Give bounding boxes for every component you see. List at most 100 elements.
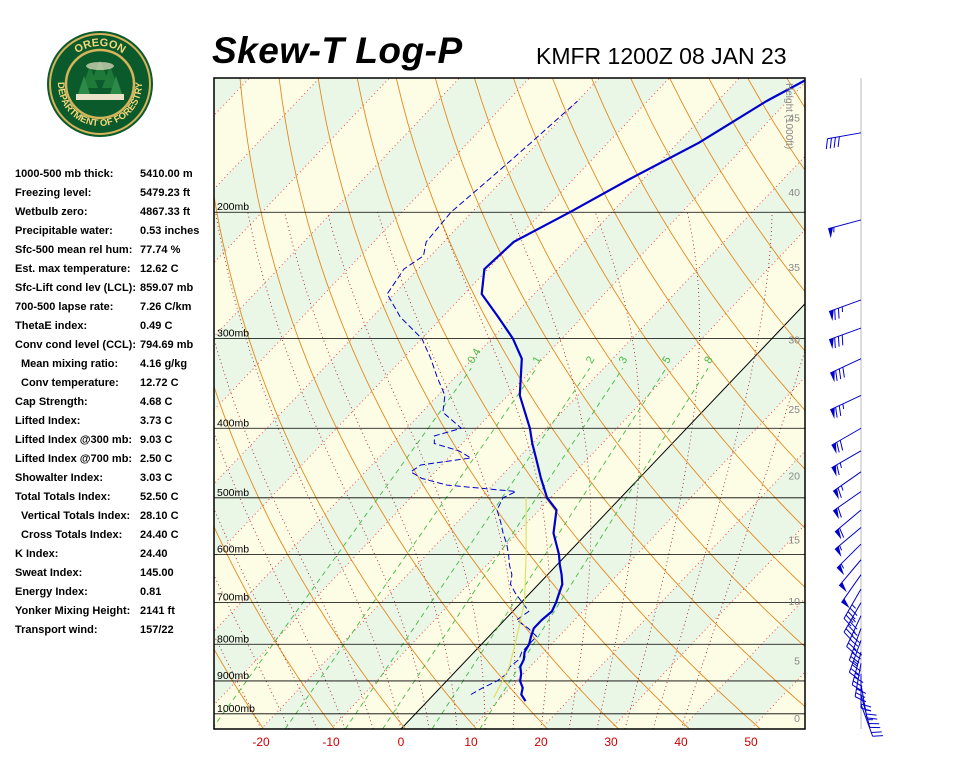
wind-barb-half-flag (853, 631, 858, 636)
wind-barb-flag (854, 676, 864, 683)
wind-barb (846, 615, 862, 654)
height-label: 35 (788, 262, 800, 274)
wind-barb (828, 327, 862, 350)
wind-barb-pennant (833, 488, 839, 500)
pressure-label: 200mb (217, 201, 249, 213)
stat-label: Precipitable water: (15, 225, 113, 237)
stat-label: 1000-500 mb thick: (15, 168, 114, 180)
stat-value: 2.50 C (140, 453, 173, 465)
stat-value: 4.16 g/kg (140, 358, 188, 370)
dry-adiabat-line (826, 78, 960, 729)
wind-barb-flag (860, 707, 872, 712)
dry-adiabat-line (214, 385, 406, 729)
stat-value: 4.68 C (140, 396, 173, 408)
isotherm-line (260, 155, 805, 729)
wind-barb-flag (856, 688, 867, 694)
wind-barb-flag (837, 487, 842, 498)
wind-barb-flag (836, 442, 840, 453)
wind-barb-flag (849, 621, 858, 630)
temperature-tick-label: -20 (252, 735, 270, 749)
wind-barb-half-flag (855, 672, 861, 677)
temperature-band (0, 78, 109, 729)
pressure-label: 500mb (217, 487, 249, 499)
dry-adiabat-line (473, 78, 805, 588)
wind-barb-flag (838, 368, 842, 380)
isotherm-line (214, 78, 670, 559)
stat-value: 0.53 inches (140, 225, 200, 237)
isotherm-line (0, 78, 39, 729)
wind-barb-pennant (829, 337, 834, 350)
stat-value: 0.81 (140, 586, 162, 598)
wind-barb-half-flag (839, 545, 843, 551)
wind-barb-flag (847, 624, 856, 634)
wind-barb-pennant (831, 465, 837, 477)
wind-barb-flag (843, 631, 852, 641)
stat-value: 5410.00 m (140, 168, 193, 180)
wind-barb-pennant (830, 370, 835, 383)
wind-barb-pennant (830, 407, 835, 419)
wind-barb-staff (848, 640, 862, 673)
stat-value: 9.03 C (140, 434, 173, 446)
dry-adiabat-line (214, 193, 477, 729)
dry-adiabat-line (434, 78, 805, 648)
wind-barb-flag (834, 337, 836, 349)
mixing-ratio-label: 5 (660, 354, 673, 365)
dry-adiabat-line (630, 78, 805, 352)
stat-value: 12.72 C (140, 377, 179, 389)
wind-barb-half-flag (842, 403, 845, 410)
mixing-ratio-label: 8 (702, 354, 715, 365)
moist-adiabat-line (437, 212, 551, 729)
stat-label: Lifted Index @700 mb: (15, 453, 133, 465)
dry-adiabat-line (512, 78, 805, 529)
station-time-label: KMFR 1200Z 08 JAN 23 (536, 43, 787, 69)
temperature-profile-line (480, 79, 805, 702)
stat-value: 7.26 C/km (140, 301, 192, 313)
chart-title: Skew-T Log-P (212, 30, 463, 71)
isotherm-line (214, 78, 600, 485)
stat-label: 700-500 lapse rate: (15, 301, 114, 313)
wind-barb-staff (829, 358, 862, 374)
dry-adiabat-line (552, 78, 805, 470)
dry-adiabat-line (395, 78, 805, 708)
wind-barb-flag (849, 638, 859, 647)
temperature-band (214, 82, 805, 729)
wind-barb-flag (833, 137, 836, 148)
wind-barb-flag (850, 668, 860, 676)
dry-adiabat-line (786, 78, 805, 109)
wind-barb (829, 358, 862, 383)
height-label: 5 (794, 656, 800, 668)
isotherm-line (214, 82, 805, 706)
dry-adiabat-line (865, 78, 960, 729)
dewpoint-profile-line (386, 100, 578, 695)
wind-barb (831, 450, 862, 477)
wind-barb-half-flag (853, 660, 858, 665)
wind-barb (834, 509, 862, 540)
wind-barb-staff (827, 132, 862, 140)
stat-value: 12.62 C (140, 263, 179, 275)
wind-barb-flag (842, 367, 845, 378)
temperature-band (681, 598, 805, 729)
wind-barb (851, 651, 864, 691)
temperature-tick-label: 40 (674, 735, 688, 749)
temperature-band (214, 78, 805, 705)
temperature-tick-label: 0 (398, 735, 405, 749)
wind-barb (828, 299, 862, 321)
stat-value: 4867.33 ft (140, 206, 191, 218)
temperature-band (0, 78, 179, 729)
pressure-label: 1000mb (217, 703, 255, 715)
wind-barb-flag (871, 731, 882, 733)
stat-value: 24.40 C (140, 529, 179, 541)
wind-barb-half-flag (839, 462, 842, 468)
wind-barb-flag (834, 309, 836, 320)
wind-barb (838, 559, 862, 593)
wind-barb-half-flag (840, 485, 844, 491)
wind-barb (828, 219, 862, 239)
stat-value: 145.00 (140, 567, 174, 579)
stat-label: Yonker Mixing Height: (15, 605, 131, 617)
wind-barb-staff (828, 327, 862, 341)
isotherm-line (214, 78, 320, 190)
wind-barb (836, 543, 862, 576)
wind-barb-flag (839, 440, 844, 451)
wind-barb-flag (851, 635, 860, 643)
wind-barb-pennant (834, 546, 842, 558)
